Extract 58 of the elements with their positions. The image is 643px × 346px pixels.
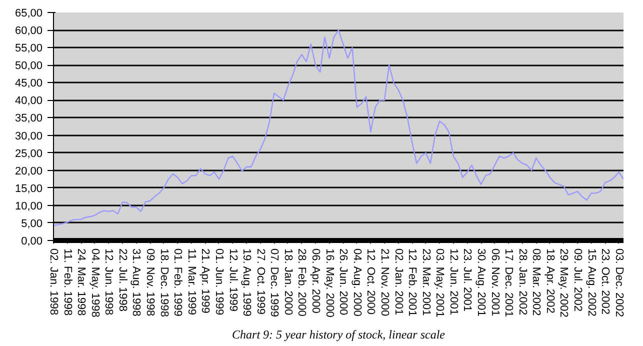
y-tick-label: 40,00 <box>14 95 43 108</box>
x-tick-label: 30. Aug. 2001 <box>475 248 487 316</box>
y-tick-label: 0,00 <box>21 236 43 248</box>
x-tick-label: 09. Jul. 2002 <box>572 248 584 312</box>
x-tick-label: 28. Jan. 2002 <box>516 248 528 316</box>
x-tick-label: 23. Jul. 2001 <box>461 248 474 312</box>
y-tick-label: 15,00 <box>14 182 43 195</box>
x-tick-label: 12. Jul. 1999 <box>226 248 239 312</box>
y-tick-label: 45,00 <box>14 78 43 90</box>
x-tick-label: 16. May. 2000 <box>323 248 336 318</box>
x-tick-label: 24. Mar. 1998 <box>75 248 88 316</box>
x-tick-label: 04. May. 1998 <box>88 248 101 318</box>
x-tick-label: 28. Feb. 2000 <box>296 248 308 316</box>
y-tick-label: 5,00 <box>21 218 43 230</box>
x-tick-label: 01. Feb. 1999 <box>172 248 184 316</box>
x-tick-label: 02. Jan. 1998 <box>48 248 60 316</box>
x-tick-label: 02. Jan. 2001 <box>392 248 404 316</box>
x-tick-label: 18. Jan. 2000 <box>282 248 294 316</box>
x-tick-label: 09. Nov. 1998 <box>144 248 156 316</box>
caption: Chart 9: 5 year history of stock, linear scale <box>232 328 446 342</box>
y-tick-label: 25,00 <box>14 148 43 160</box>
line-series <box>54 29 624 226</box>
x-tick-label: 12. Jun. 2001 <box>447 248 460 316</box>
x-tick-label: 06. Apr. 2000 <box>310 248 322 314</box>
x-tick-label: 01. Jun. 1999 <box>212 248 225 316</box>
x-tick-label: 19. Aug. 1999 <box>240 248 253 316</box>
x-tick-label: 12. Feb. 2001 <box>406 248 418 316</box>
y-tick-label: 60,00 <box>14 25 43 38</box>
x-tick-label: 18. Dec. 1998 <box>158 248 170 317</box>
x-tick-label: 12. Jun. 1998 <box>102 248 115 316</box>
y-tick-label: 55,00 <box>14 42 43 55</box>
x-tick-label: 11. Feb. 1998 <box>61 248 74 316</box>
x-tick-label: 04. Aug. 2000 <box>350 248 363 316</box>
y-tick-label: 30,00 <box>14 130 43 142</box>
x-tick-label: 21. Nov. 2000 <box>378 248 390 316</box>
y-tick-label: 65,00 <box>14 8 43 20</box>
x-tick-label: 17. Dec. 2001 <box>502 248 515 317</box>
x-tick-label: 15. Aug. 2002 <box>585 248 598 316</box>
y-tick-label: 50,00 <box>14 60 43 72</box>
x-tick-label: 12. Oct. 2000 <box>364 248 377 315</box>
x-tick-label: 27. Oct. 1999 <box>254 248 266 315</box>
x-tick-label: 18. Apr. 2002 <box>544 248 556 314</box>
x-tick-label: 23. Oct. 2002 <box>599 248 612 315</box>
y-tick-label: 10,00 <box>14 200 43 212</box>
x-tick-label: 03. Dec. 2002 <box>612 248 625 317</box>
y-tick-label: 35,00 <box>14 112 43 125</box>
x-tick-label: 31. Aug. 1998 <box>130 248 142 316</box>
x-tick-label: 22. Jul. 1998 <box>116 248 128 312</box>
x-tick-label: 21. Apr. 1999 <box>199 248 212 314</box>
x-tick-label: 03. May. 2001 <box>434 248 446 318</box>
x-tick-label: 11. Mar. 1999 <box>185 248 198 315</box>
x-tick-label: 06. Nov. 2001 <box>488 248 501 316</box>
x-tick-label: 29. May. 2002 <box>558 248 570 318</box>
y-tick-label: 20,00 <box>14 165 43 178</box>
x-tick-label: 26. Jun. 2000 <box>337 248 350 316</box>
x-tick-label: 07. Dec. 1999 <box>268 248 280 317</box>
x-tick-label: 23. Mar. 2001 <box>420 248 432 316</box>
x-tick-label: 08. Mar. 2002 <box>530 248 542 316</box>
